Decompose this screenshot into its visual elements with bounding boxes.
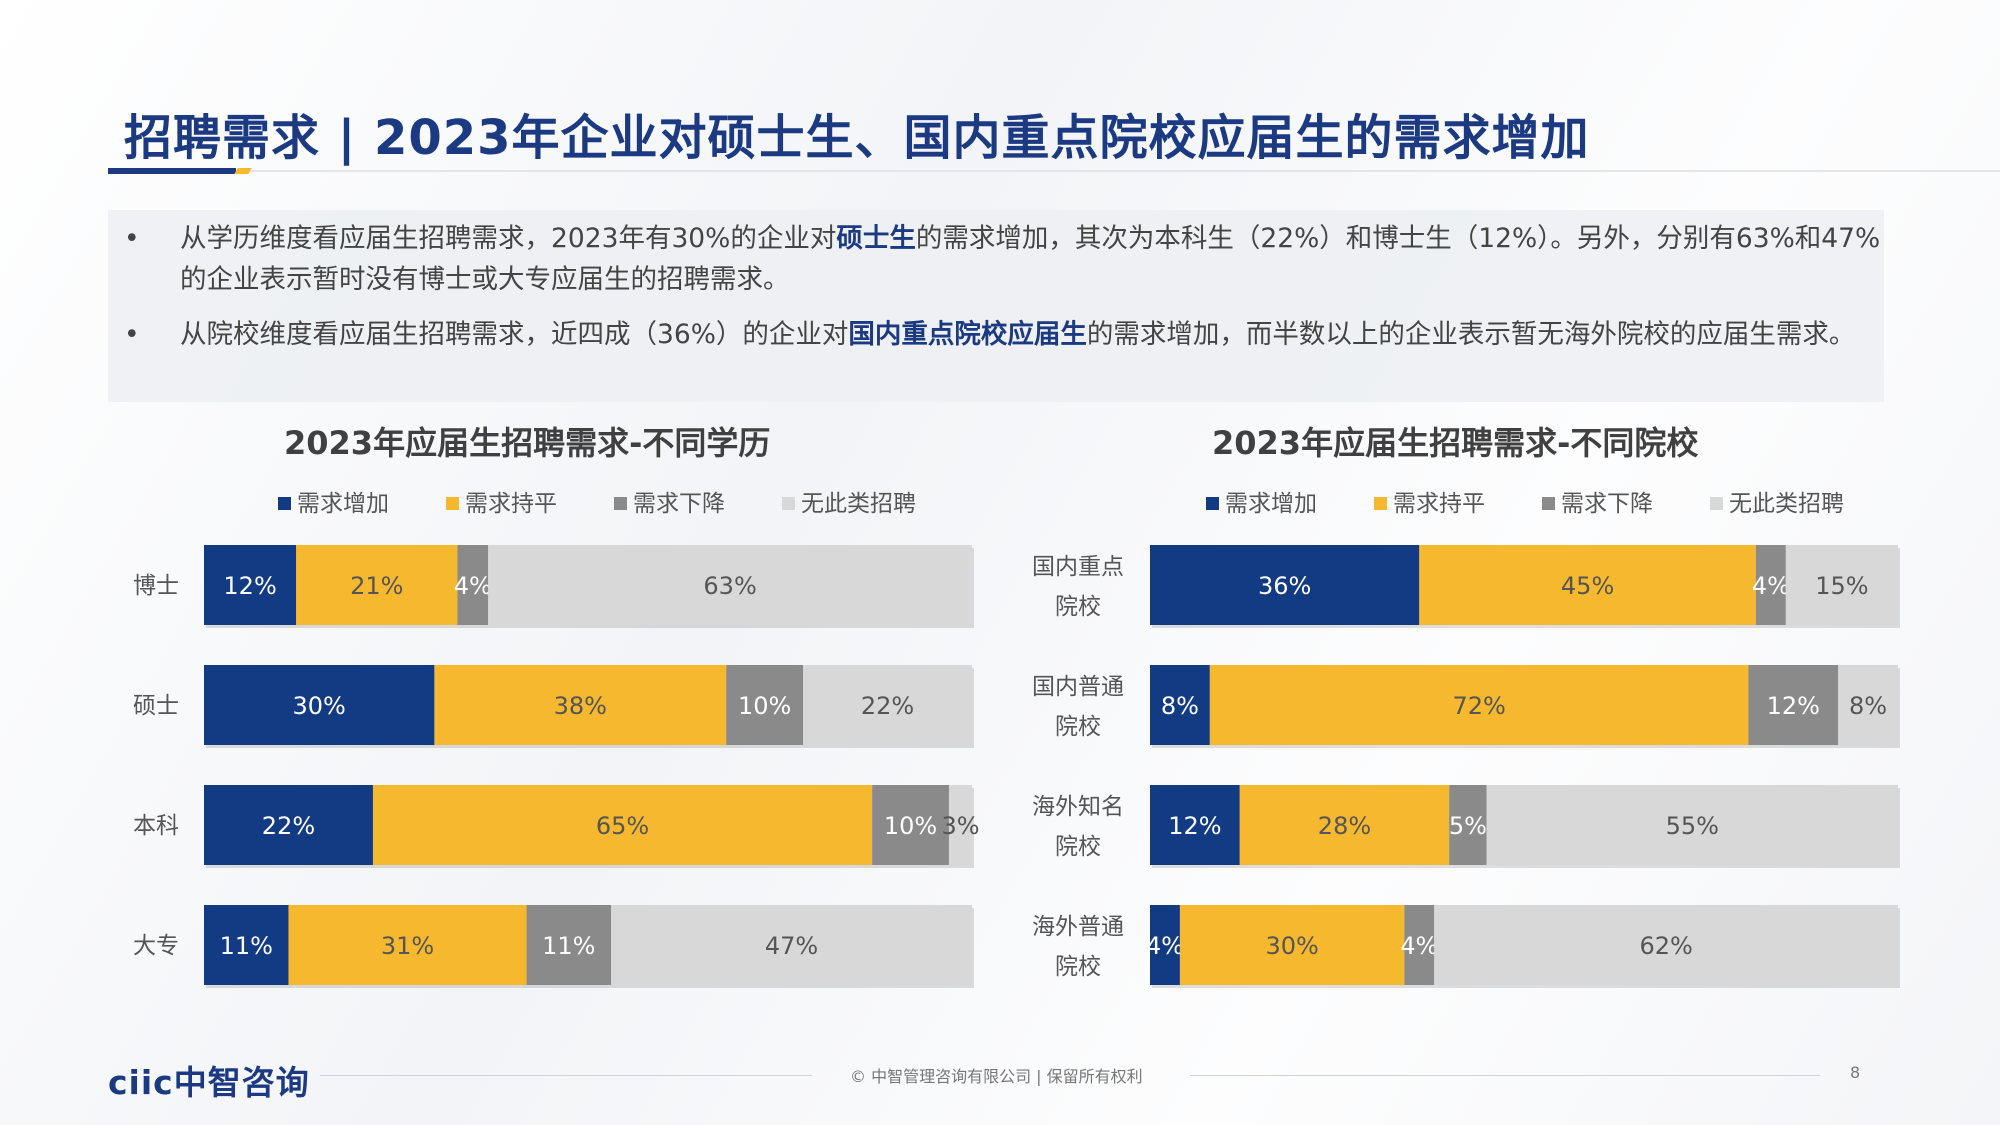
bullet-dot: • [124, 223, 140, 254]
company-logo: ciic中智咨询 [108, 1063, 310, 1102]
data-label: 21% [350, 572, 403, 600]
legend-label: 需求持平 [1393, 491, 1485, 517]
legend-label: 无此类招聘 [1729, 491, 1844, 517]
data-label: 30% [293, 692, 346, 720]
bar-segment [526, 905, 612, 985]
bullet-text-pre: 从院校维度看应届生招聘需求，近四成（36%）的企业对 [180, 319, 849, 350]
bar-segment [611, 905, 972, 985]
data-label: 11% [542, 932, 595, 960]
bar-segment [288, 905, 527, 985]
bar-segment [948, 785, 972, 865]
bullet-text: 从学历维度看应届生招聘需求，2023年有30%的企业对硕士生的需求增加，其次为本… [180, 218, 1900, 300]
bar-segment [204, 905, 289, 985]
legend-item-increase: 需求增加 [1206, 484, 1317, 518]
footer-divider-right [1190, 1075, 1820, 1076]
legend-label: 需求下降 [1561, 491, 1653, 517]
data-label: 3% [941, 812, 979, 840]
data-label: 22% [861, 692, 914, 720]
summary-box: • 从学历维度看应届生招聘需求，2023年有30%的企业对硕士生的需求增加，其次… [108, 210, 1884, 402]
legend-label: 需求下降 [633, 491, 725, 517]
legend-swatch [782, 497, 795, 510]
legend-swatch [1542, 497, 1555, 510]
data-label: 12% [223, 572, 276, 600]
bar-segment [204, 665, 435, 745]
data-label: 65% [596, 812, 649, 840]
bullet-text-highlight: 硕士生 [836, 223, 916, 254]
category-label: 本科 [133, 813, 179, 839]
data-label: 31% [381, 932, 434, 960]
bar-segment [204, 545, 297, 625]
category-label: 硕士 [133, 693, 179, 719]
bar-segment [726, 665, 804, 745]
title-accent-bar [108, 168, 236, 174]
bullet-text-pre: 从学历维度看应届生招聘需求，2023年有30%的企业对 [180, 223, 837, 254]
legend-item-increase: 需求增加 [278, 484, 389, 518]
legend-swatch [278, 497, 291, 510]
bar-segment [204, 785, 373, 865]
legend-item-flat: 需求持平 [446, 484, 557, 518]
category-label: 博士 [133, 573, 179, 599]
category-label: 大专 [133, 933, 179, 959]
bar-segment [372, 785, 873, 865]
legend-swatch [446, 497, 459, 510]
legend-item-flat: 需求持平 [1374, 484, 1485, 518]
data-label: 4% [454, 572, 492, 600]
bullet-text-post: 的需求增加，而半数以上的企业表示暂无海外院校的应届生需求。 [1086, 319, 1856, 350]
legend-swatch [1374, 497, 1387, 510]
data-label: 38% [554, 692, 607, 720]
bar-segment [488, 545, 972, 625]
legend-label: 需求增加 [297, 491, 389, 517]
chart-title-school: 2023年应届生招聘需求-不同院校 [1212, 424, 1699, 462]
bullet-text: 从院校维度看应届生招聘需求，近四成（36%）的企业对国内重点院校应届生的需求增加… [180, 314, 1900, 355]
title-divider [108, 170, 2000, 172]
bar-segment [803, 665, 972, 745]
bar-segment [872, 785, 949, 865]
bar-segment [457, 545, 489, 625]
legend-swatch [1206, 497, 1219, 510]
legend-item-none: 无此类招聘 [1710, 484, 1844, 518]
legend-item-decrease: 需求下降 [1542, 484, 1653, 518]
page-number: 8 [1850, 1063, 1861, 1082]
data-label: 10% [884, 812, 937, 840]
legend-label: 需求增加 [1225, 491, 1317, 517]
bar-segment [296, 545, 458, 625]
data-label: 63% [703, 572, 756, 600]
data-label: 47% [765, 932, 818, 960]
bullet-text-highlight: 国内重点院校应届生 [848, 319, 1087, 350]
legend-swatch [614, 497, 627, 510]
data-label: 22% [262, 812, 315, 840]
page-title: 招聘需求 | 2023年企业对硕士生、国内重点院校应届生的需求增加 [124, 110, 1590, 166]
chart-title-education: 2023年应届生招聘需求-不同学历 [284, 424, 771, 462]
bar-segment [434, 665, 727, 745]
data-label: 11% [220, 932, 273, 960]
bullet-dot: • [124, 319, 140, 350]
data-label: 10% [738, 692, 791, 720]
legend-item-decrease: 需求下降 [614, 484, 725, 518]
legend-label: 无此类招聘 [801, 491, 916, 517]
legend-item-none: 无此类招聘 [782, 484, 916, 518]
footer-divider-left [320, 1075, 812, 1076]
footer-copyright: © 中智管理咨询有限公司 | 保留所有权利 [850, 1067, 1143, 1086]
bullet-text-post: 的需求增加，其次为本科生（22%）和博士生（12%）。另外，分别有63%和47%… [180, 223, 1881, 295]
legend-label: 需求持平 [465, 491, 557, 517]
legend-swatch [1710, 497, 1723, 510]
